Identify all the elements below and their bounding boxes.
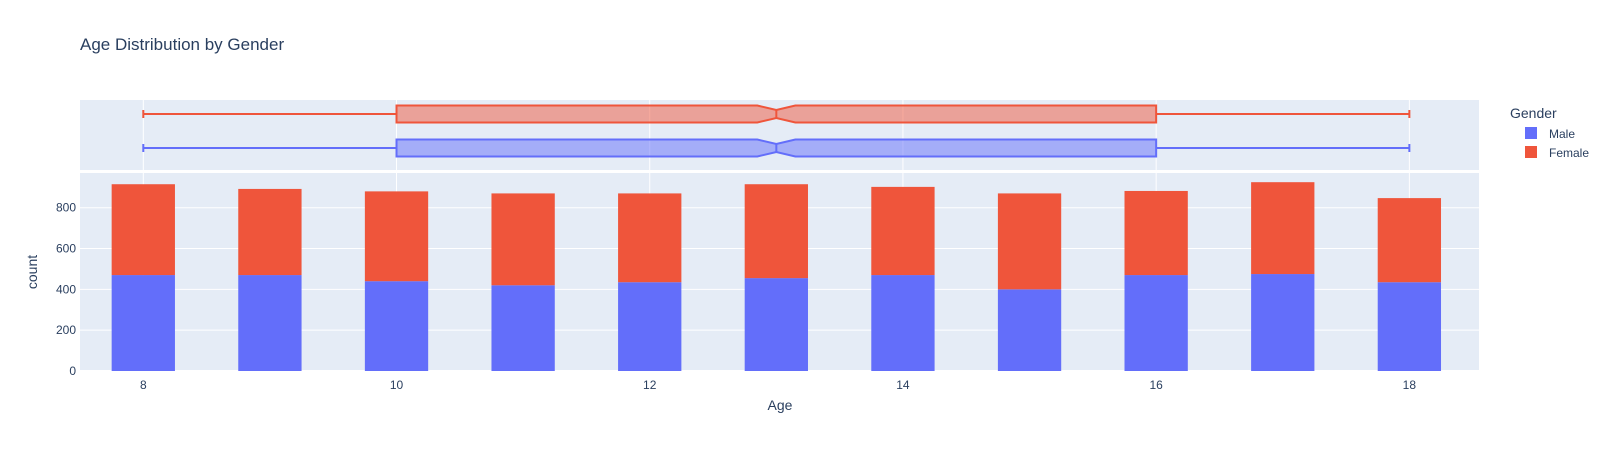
bar-female-14[interactable] [871,186,935,276]
bar-male-16[interactable] [1124,275,1188,371]
legend-swatch-female [1525,146,1537,158]
bar-female-11[interactable] [491,193,555,286]
y-tick-label: 600 [56,242,76,256]
bar-layer [111,182,1442,371]
bar-male-10[interactable] [364,281,429,371]
bar-male-8[interactable] [111,275,175,371]
x-tick-label: 16 [1149,378,1163,392]
legend: Gender Male Female [1510,105,1589,160]
legend-label-female: Female [1549,146,1589,160]
y-axis-title: count [24,255,40,289]
legend-item-female[interactable]: Female [1525,146,1589,160]
legend-title: Gender [1510,105,1557,121]
x-tick-label: 14 [896,378,910,392]
x-tick-label: 12 [643,378,657,392]
bar-female-9[interactable] [238,188,302,276]
bar-male-12[interactable] [618,282,682,371]
bar-female-18[interactable] [1377,198,1442,283]
bar-female-16[interactable] [1124,190,1188,276]
chart-title: Age Distribution by Gender [80,35,284,54]
bar-male-14[interactable] [871,275,935,371]
y-tick-label: 400 [56,282,76,296]
x-tick-label: 8 [140,378,147,392]
y-axis-ticks: 0 200 400 600 800 [56,201,76,378]
y-tick-label: 200 [56,323,76,337]
bar-male-13[interactable] [744,278,808,371]
box-male[interactable] [142,138,1411,158]
y-tick-label: 0 [69,364,76,378]
legend-swatch-male [1525,127,1537,139]
bar-female-8[interactable] [111,184,175,276]
bar-female-13[interactable] [744,184,808,279]
x-tick-label: 10 [390,378,404,392]
legend-item-male[interactable]: Male [1525,127,1575,141]
bar-male-11[interactable] [491,285,555,371]
legend-label-male: Male [1549,127,1575,141]
bar-female-10[interactable] [364,191,429,282]
x-tick-label: 18 [1403,378,1417,392]
bar-male-17[interactable] [1251,274,1315,371]
marginal-box-layer [142,104,1411,158]
y-tick-label: 800 [56,201,76,215]
bar-male-15[interactable] [997,289,1062,371]
box-female[interactable] [142,104,1411,124]
bar-female-17[interactable] [1251,182,1315,275]
bar-male-18[interactable] [1377,282,1442,371]
x-axis-ticks: 8 10 12 14 16 18 [140,378,1416,392]
bar-female-12[interactable] [618,193,682,283]
x-axis-title: Age [768,397,793,413]
bar-female-15[interactable] [997,193,1062,290]
bar-male-9[interactable] [238,275,302,371]
